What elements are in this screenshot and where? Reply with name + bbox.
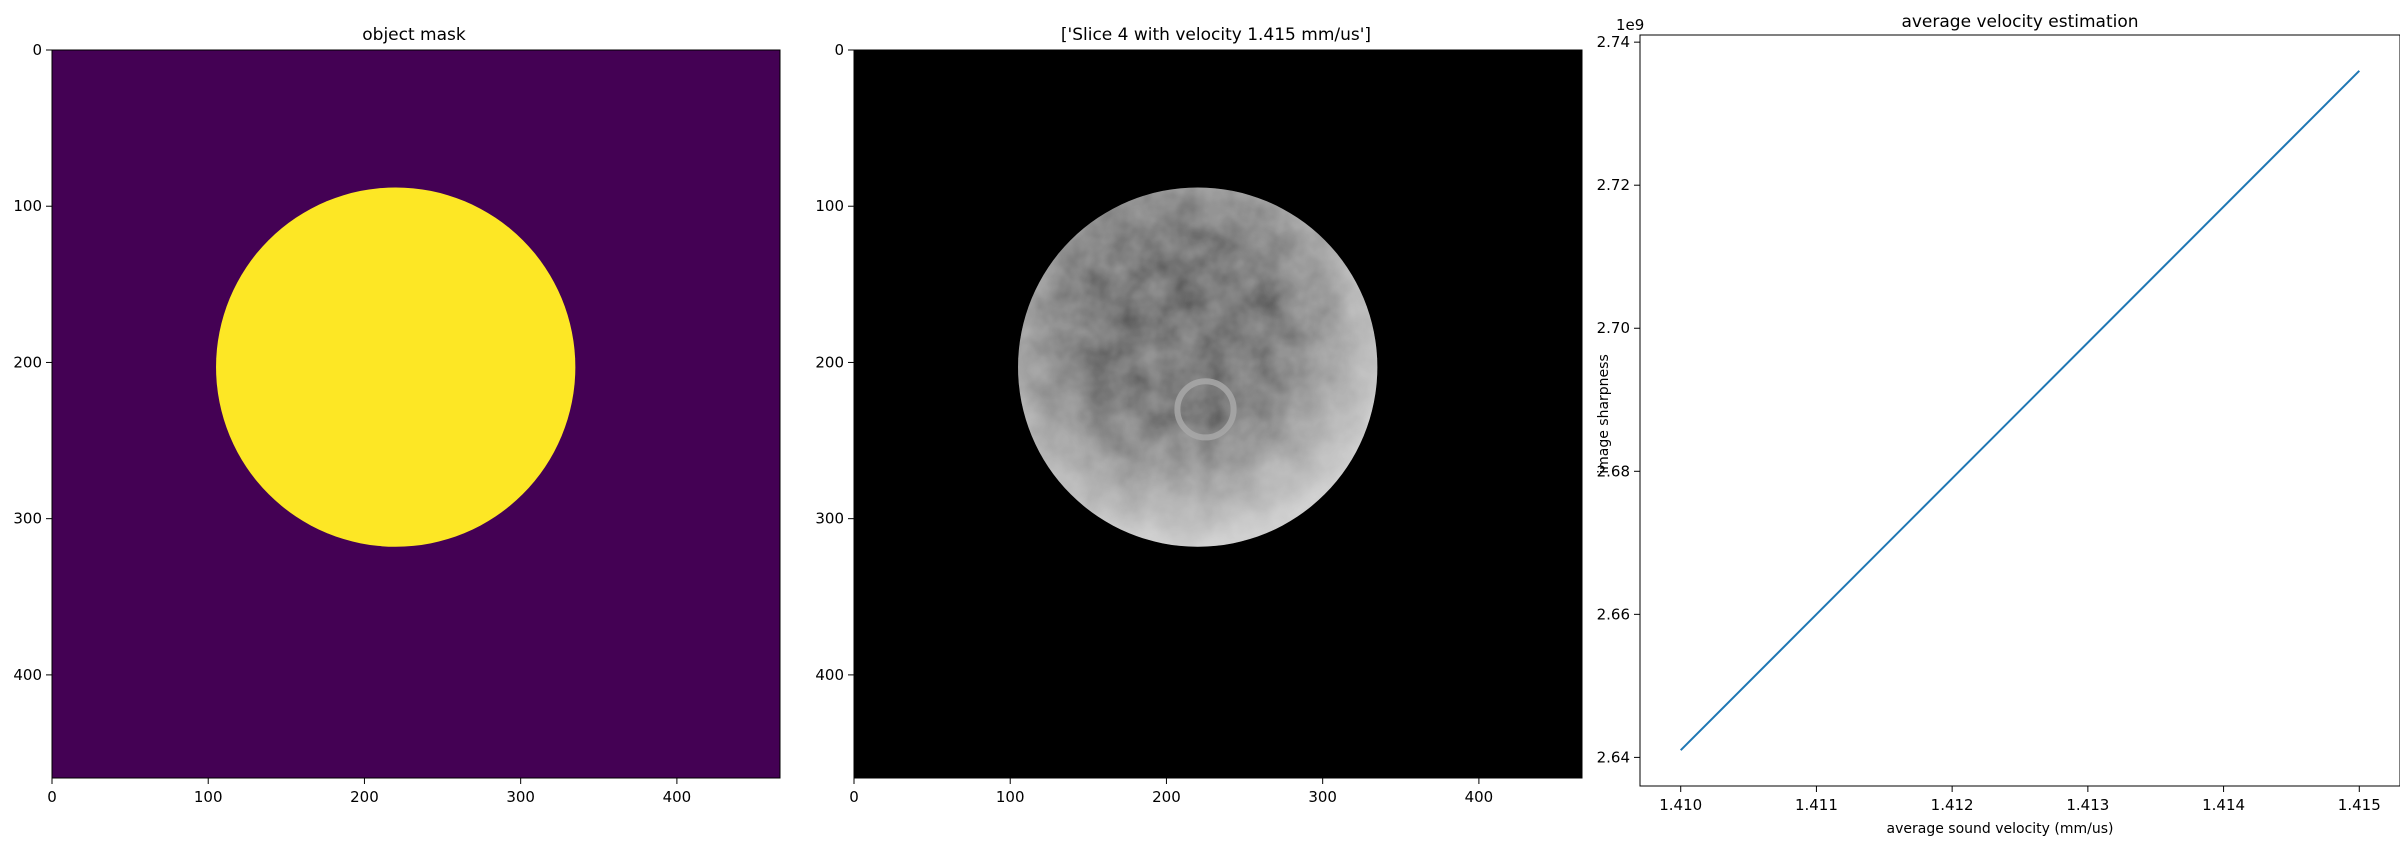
- velocity-xaxis: 1.410 1.411 1.412 1.413 1.414 1.415: [1659, 786, 2381, 814]
- slice-frame: [853, 49, 1583, 779]
- slice-title: ['Slice 4 with velocity 1.415 mm/us']: [1061, 25, 1371, 45]
- mask-title: object mask: [362, 25, 466, 45]
- velocity-ytick-label: 2.66: [1597, 605, 1630, 623]
- velocity-ytick-label: 2.64: [1597, 748, 1630, 766]
- velocity-ylabel: image sharpness: [1596, 354, 1612, 474]
- velocity-ytick-label: 2.70: [1597, 319, 1630, 337]
- slice-ytick-label: 200: [815, 353, 844, 371]
- slice-xtick-label: 200: [1152, 788, 1181, 806]
- slice-xaxis: 0 100 200 300 400: [849, 778, 1493, 806]
- slice-ytick-label: 300: [815, 510, 844, 528]
- slice-disk: [1018, 187, 1378, 547]
- velocity-xtick-label: 1.412: [1931, 796, 1974, 814]
- mask-xtick-label: 100: [194, 788, 223, 806]
- mask-circle: [216, 187, 576, 547]
- slice-ring: [1174, 378, 1237, 441]
- mask-ytick-label: 300: [13, 510, 42, 528]
- velocity-yaxis: 2.64 2.66 2.68 2.70 2.72 2.74: [1597, 33, 1640, 766]
- velocity-xlabel: average sound velocity (mm/us): [1887, 821, 2114, 837]
- velocity-title: average velocity estimation: [1901, 12, 2138, 32]
- velocity-series-line: [1679, 70, 2361, 751]
- mask-yaxis: 0 100 200 300 400: [13, 41, 52, 684]
- velocity-xtick-label: 1.415: [2338, 796, 2381, 814]
- slice-ytick-label: 400: [815, 666, 844, 684]
- mask-ytick-label: 100: [13, 197, 42, 215]
- mask-ytick-label: 200: [13, 353, 42, 371]
- slice-xtick-label: 300: [1308, 788, 1337, 806]
- mask-xtick-label: 300: [506, 788, 535, 806]
- velocity-xtick-label: 1.411: [1795, 796, 1838, 814]
- velocity-xtick-label: 1.413: [2066, 796, 2109, 814]
- velocity-xtick-label: 1.414: [2202, 796, 2245, 814]
- velocity-ytick-label: 2.74: [1597, 33, 1630, 51]
- mask-panel: object mask 0 100 200 300 400 0 100 200 300 400: [13, 25, 781, 806]
- mask-frame: [51, 49, 781, 779]
- slice-ytick-label: 0: [834, 41, 844, 59]
- mask-xtick-label: 200: [350, 788, 379, 806]
- mask-xtick-label: 0: [47, 788, 57, 806]
- slice-xtick-label: 0: [849, 788, 859, 806]
- slice-panel: ['Slice 4 with velocity 1.415 mm/us'] 0 1…: [815, 25, 1583, 806]
- mask-ytick-label: 0: [32, 41, 42, 59]
- y-offset-text: 1e9: [1616, 16, 1644, 34]
- velocity-panel: average velocity estimation 1e9 1.410 1.4…: [1596, 12, 2400, 837]
- velocity-ytick-label: 2.72: [1597, 176, 1630, 194]
- velocity-plot-frame: [1639, 34, 2400, 787]
- slice-xtick-label: 100: [996, 788, 1025, 806]
- slice-yaxis: 0 100 200 300 400: [815, 41, 854, 684]
- mask-xaxis: 0 100 200 300 400: [47, 778, 691, 806]
- mask-ytick-label: 400: [13, 666, 42, 684]
- slice-ytick-label: 100: [815, 197, 844, 215]
- slice-xtick-label: 400: [1465, 788, 1494, 806]
- velocity-xtick-label: 1.410: [1659, 796, 1702, 814]
- mask-xtick-label: 400: [663, 788, 692, 806]
- velocity-ytick-label: 2.68: [1597, 462, 1630, 480]
